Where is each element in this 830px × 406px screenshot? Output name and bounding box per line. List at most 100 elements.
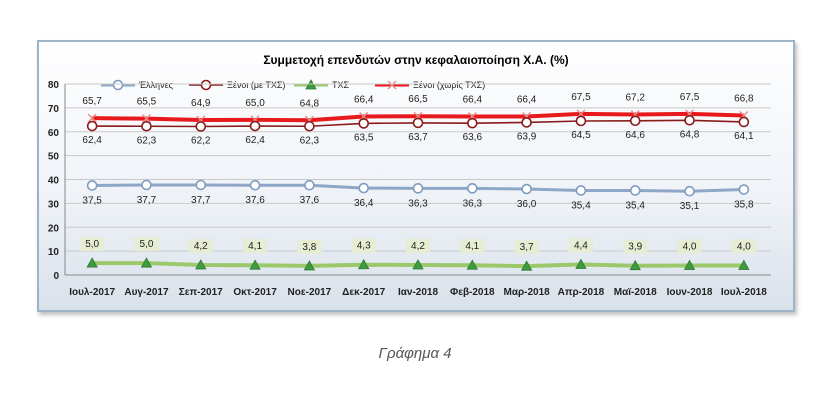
data-label-layer: 37,5 37,7 37,7 37,6 37,6 36,4 36,3 36,3 36,0 35,4… (80, 92, 756, 255)
data-label: 37,7 (191, 195, 211, 206)
data-label: 4,0 (683, 241, 697, 252)
x-axis: Ιουλ-2017 Αυγ-2017 Σεπ-2017 Οκτ-2017 Νοε-201… (65, 274, 771, 298)
data-label-box (80, 237, 105, 252)
data-label: 3,9 (628, 242, 642, 253)
legend-label: Ξένοι (χωρίς ΤΧΣ) (413, 80, 485, 90)
data-label: 63,7 (408, 132, 428, 143)
data-point (466, 259, 478, 270)
data-point (141, 114, 151, 124)
data-point (358, 118, 369, 129)
data-point (200, 79, 212, 91)
data-label-box (188, 238, 213, 253)
data-point (86, 180, 98, 191)
legend-entry: ΤΧΣ (294, 79, 350, 90)
data-point (467, 183, 478, 194)
data-point (575, 115, 587, 127)
legend-entry: Ξένοι (με ΤΧΣ) (189, 79, 285, 91)
y-tick-label: 0 (53, 271, 59, 282)
data-label: 62,3 (300, 135, 320, 146)
data-label: 4,4 (574, 240, 588, 251)
series-ΤΧΣ (86, 257, 750, 271)
data-label-box (460, 239, 485, 254)
data-point (86, 120, 98, 132)
y-axis: 0 10 20 30 40 50 60 70 80 (48, 80, 66, 282)
data-label: 4,1 (465, 241, 479, 252)
data-point (467, 117, 478, 129)
data-label: 64,8 (300, 98, 320, 109)
data-label-box (514, 240, 539, 255)
x-tick-label: Αυγ-2017 (124, 287, 169, 298)
data-point (387, 80, 397, 90)
y-tick-label: 10 (48, 247, 60, 258)
data-label: 66,4 (517, 94, 537, 105)
data-label: 66,8 (734, 94, 754, 105)
data-point (575, 185, 587, 196)
data-point (195, 121, 207, 132)
data-label: 4,2 (411, 241, 425, 252)
line-chart: Συμμετοχή επενδυτών στην κεφαλαιοποίηση … (48, 53, 771, 298)
x-tick-label: Σεπ-2017 (179, 287, 223, 298)
data-label-box (731, 239, 756, 254)
data-label: 64,9 (191, 98, 211, 109)
data-label: 37,7 (137, 195, 157, 206)
y-tick-label: 20 (48, 223, 60, 234)
data-point (87, 113, 97, 123)
x-tick-label: Απρ-2018 (558, 287, 605, 298)
y-tick-label: 30 (48, 199, 60, 210)
data-point (412, 117, 424, 129)
data-label-box (568, 238, 593, 253)
data-point-stroke (387, 80, 397, 90)
data-point (86, 257, 98, 268)
data-label: 65,7 (82, 96, 102, 107)
data-label: 37,6 (245, 195, 265, 206)
data-label: 62,3 (137, 135, 157, 146)
data-point (112, 79, 124, 91)
data-label: 67,5 (571, 92, 591, 103)
data-point (629, 115, 641, 127)
data-point (249, 179, 261, 191)
data-point (629, 185, 641, 196)
data-label: 64,6 (625, 130, 645, 141)
data-label: 3,8 (302, 242, 316, 253)
data-point (141, 120, 152, 132)
data-point (249, 259, 261, 270)
data-label: 63,6 (463, 132, 483, 143)
data-label-box (677, 239, 702, 254)
data-label: 65,5 (137, 97, 157, 108)
data-label: 35,4 (571, 200, 591, 211)
data-label: 66,4 (463, 94, 483, 105)
series-layer (86, 109, 750, 271)
data-point-stroke (141, 114, 151, 124)
y-tick-label: 50 (48, 152, 60, 163)
x-tick-label: Δεκ-2017 (342, 287, 386, 298)
data-label: 65,0 (245, 98, 265, 109)
data-label: 35,8 (734, 200, 754, 211)
data-label: 62,4 (245, 135, 265, 146)
x-tick-label: Μαϊ-2018 (614, 287, 657, 298)
data-label: 37,5 (82, 195, 102, 206)
data-label: 3,7 (520, 242, 534, 253)
data-label-box (134, 237, 159, 252)
data-point (738, 184, 750, 195)
legend-label: Έλληνες (138, 80, 174, 90)
x-tick-label: Φεβ-2018 (450, 287, 495, 298)
data-label: 62,4 (82, 135, 102, 146)
data-label: 4,3 (357, 241, 371, 252)
data-label: 4,1 (248, 241, 262, 252)
data-point (195, 259, 207, 270)
x-tick-label: Ιουν-2018 (667, 287, 713, 298)
data-point (629, 259, 641, 271)
data-label: 63,9 (517, 131, 537, 142)
data-label: 5,0 (140, 239, 154, 250)
data-point (684, 114, 695, 126)
data-label-box (406, 238, 430, 253)
data-point (738, 259, 750, 270)
data-label: 4,0 (737, 241, 751, 252)
data-label: 36,0 (517, 199, 537, 210)
legend-entry: Ξένοι (χωρίς ΤΧΣ) (375, 80, 485, 90)
data-point (520, 260, 533, 271)
data-label-box (297, 239, 322, 254)
data-point (684, 185, 695, 197)
data-label: 64,8 (680, 129, 700, 140)
legend-entry: Έλληνες (101, 79, 174, 91)
